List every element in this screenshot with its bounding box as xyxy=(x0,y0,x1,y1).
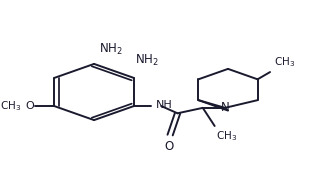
Text: O: O xyxy=(25,101,34,111)
Text: N: N xyxy=(221,101,230,114)
Text: O: O xyxy=(164,140,173,153)
Text: NH$_2$: NH$_2$ xyxy=(135,53,159,68)
Text: NH$_2$: NH$_2$ xyxy=(98,42,122,57)
Text: CH$_3$: CH$_3$ xyxy=(216,129,237,143)
Text: CH$_3$: CH$_3$ xyxy=(0,99,22,113)
Text: CH$_3$: CH$_3$ xyxy=(274,56,295,69)
Text: NH: NH xyxy=(156,100,173,110)
